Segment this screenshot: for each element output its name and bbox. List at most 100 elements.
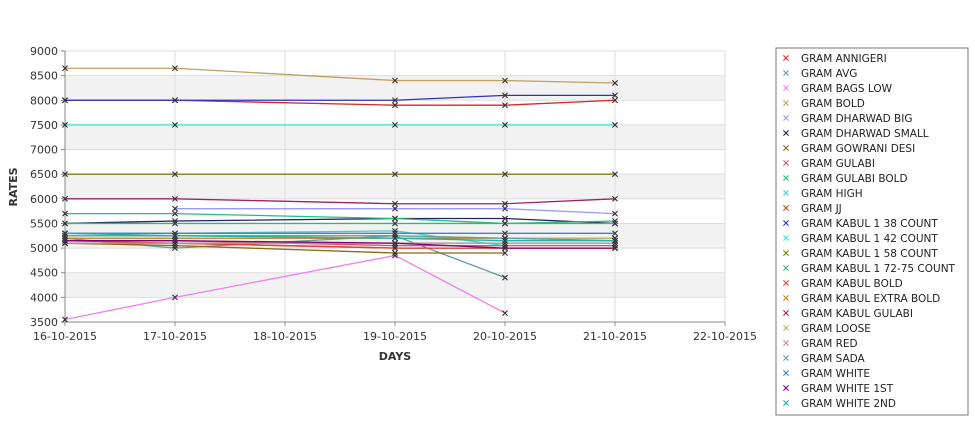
legend-marker [783, 130, 789, 136]
data-point [502, 205, 508, 212]
y-tick-label: 6500 [30, 168, 58, 181]
data-point [392, 102, 398, 109]
legend-label: GRAM GOWRANI DESI [801, 143, 915, 155]
data-point [172, 218, 178, 224]
legend-label: GRAM WHITE 1ST [801, 383, 894, 395]
legend-label: GRAM KABUL 1 72-75 COUNT [801, 263, 956, 275]
legend-item: GRAM KABUL 1 58 COUNT [783, 248, 938, 260]
legend-item: GRAM ANNIGERI [783, 53, 887, 65]
legend-item: GRAM DHARWAD BIG [783, 113, 912, 125]
y-tick-label: 8500 [30, 70, 58, 83]
data-point [392, 240, 398, 247]
data-point [502, 245, 508, 252]
legend-label: GRAM KABUL 1 42 COUNT [801, 233, 938, 245]
legend-item: GRAM JJ [783, 203, 842, 215]
data-point [502, 77, 508, 84]
data-point [612, 210, 618, 217]
data-point [392, 77, 398, 84]
legend-label: GRAM BOLD [801, 98, 865, 110]
data-point [612, 242, 618, 249]
data-point [612, 237, 618, 244]
data-point [502, 92, 508, 99]
legend-item: GRAM GOWRANI DESI [783, 143, 915, 155]
x-tick-label: 17-10-2015 [143, 330, 207, 343]
series-23 [62, 230, 618, 244]
legend-marker [783, 100, 789, 106]
data-point [172, 121, 178, 128]
legend-marker [783, 85, 789, 91]
legend-marker [783, 205, 789, 211]
x-axis-label: DAYS [379, 350, 412, 363]
data-point [392, 215, 398, 222]
legend-marker [783, 70, 789, 76]
data-point [502, 235, 508, 242]
legend-item: GRAM WHITE 1ST [783, 383, 894, 395]
legend-marker [783, 115, 789, 121]
data-point [612, 240, 618, 247]
data-point [172, 65, 178, 72]
data-point [172, 235, 178, 242]
data-point [172, 242, 178, 249]
data-point [612, 218, 618, 224]
series-14 [62, 220, 618, 227]
legend-label: GRAM KABUL 1 58 COUNT [801, 248, 938, 260]
series-22 [62, 237, 618, 252]
data-point [62, 237, 68, 244]
legend-item: GRAM AVG [783, 68, 857, 80]
legend-marker [783, 355, 789, 361]
x-tick-label: 22-10-2015 [693, 330, 757, 343]
legend-label: GRAM SADA [801, 353, 866, 365]
legend-item: GRAM WHITE 2ND [783, 398, 896, 410]
legend-marker [783, 55, 789, 61]
series-12 [62, 121, 618, 128]
legend-item: GRAM SADA [783, 353, 866, 365]
legend-label: GRAM GULABI BOLD [801, 173, 908, 185]
legend-marker [783, 190, 789, 196]
x-tick-label: 18-10-2015 [253, 330, 317, 343]
legend-item: GRAM KABUL 1 42 COUNT [783, 233, 938, 245]
series-13 [62, 171, 618, 178]
y-tick-label: 6000 [30, 193, 58, 206]
legend-label: GRAM AVG [801, 68, 857, 80]
y-tick-label: 4500 [30, 267, 58, 280]
y-tick-label: 5000 [30, 242, 58, 255]
legend-label: GRAM HIGH [801, 188, 863, 200]
data-point [502, 121, 508, 128]
data-point [392, 232, 398, 239]
data-point [392, 235, 398, 242]
legend-item: GRAM BAGS LOW [783, 83, 893, 95]
legend-item: GRAM GULABI [783, 158, 875, 170]
data-point [392, 227, 398, 234]
data-point [612, 92, 618, 99]
legend: GRAM ANNIGERI GRAM AVG GRAM BAGS LOW GRAM B… [775, 47, 969, 416]
legend-label: GRAM RED [801, 338, 858, 350]
series-lines [62, 65, 618, 323]
x-tick-label: 21-10-2015 [583, 330, 647, 343]
x-tick-label: 16-10-2015 [33, 330, 97, 343]
data-point [612, 220, 618, 227]
legend-marker [783, 385, 789, 391]
data-point [392, 200, 398, 207]
series-line [175, 208, 616, 215]
legend-item: GRAM HIGH [783, 188, 863, 200]
data-point [392, 220, 398, 227]
data-point [172, 220, 178, 227]
data-point [502, 274, 508, 281]
series-8 [62, 210, 618, 227]
legend-marker [783, 310, 789, 316]
data-point [612, 235, 618, 242]
y-tick-label: 8000 [30, 94, 58, 107]
legend-marker [783, 295, 789, 301]
legend-label: GRAM BAGS LOW [801, 83, 893, 95]
data-point [502, 200, 508, 207]
data-point [392, 171, 398, 178]
series-2 [62, 252, 508, 323]
data-point [172, 240, 178, 247]
data-point [502, 237, 508, 244]
data-point [62, 220, 68, 227]
data-point [392, 230, 398, 237]
legend-marker [783, 175, 789, 181]
legend-item: GRAM BOLD [783, 98, 865, 110]
legend-item: GRAM WHITE [783, 368, 870, 380]
data-point [502, 102, 508, 109]
